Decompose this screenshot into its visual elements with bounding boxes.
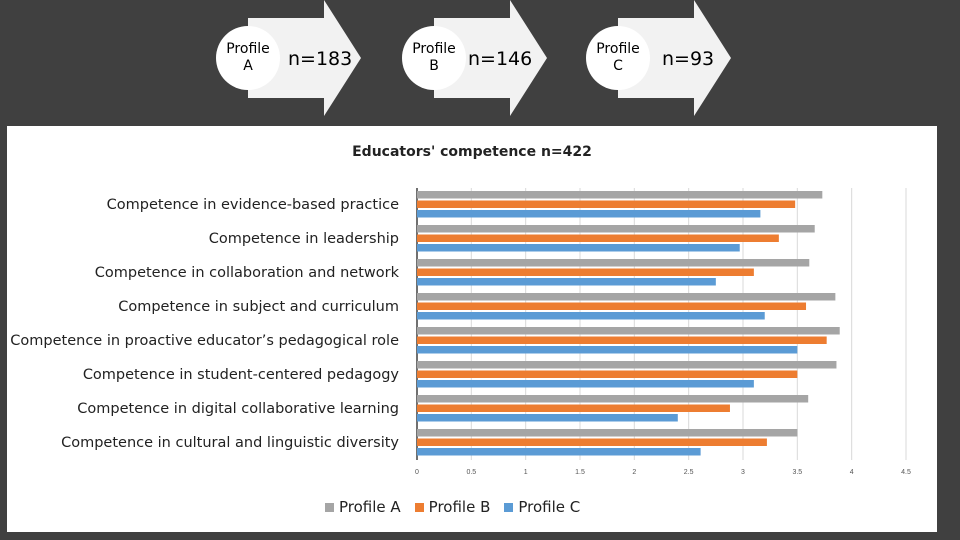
profile-a-badge: Profile A [216,26,280,90]
category-label: Competence in cultural and linguistic di… [61,435,399,451]
profile-c-arrow: Profile C n=93 [586,0,731,120]
legend-swatch-b [414,502,424,512]
x-tick-label: 0.5 [466,469,476,476]
x-tick-label: 2 [632,469,636,476]
chart-title: Educators' competence n=422 [352,144,592,160]
x-tick-label: 1 [524,469,528,476]
profile-b-count: n=146 [468,48,533,70]
profile-b-letter: B [429,58,439,74]
arrow-shape [434,0,547,116]
profile-c-label: Profile [596,41,640,57]
profile-c-letter: C [613,58,623,74]
legend-swatch-a [325,502,334,512]
profile-a-count: n=183 [288,48,353,70]
legend-item-c: Profile C [504,498,580,516]
bar-profile-b [417,438,767,446]
profile-a-arrow: Profile A n=183 [216,0,361,120]
arrow-shape [248,0,361,116]
category-label: Competence in student-centered pedagogy [83,367,400,383]
bar-profile-b [417,404,730,412]
x-tick-label: 3 [741,469,745,476]
bar-profile-a [417,191,823,199]
profile-b-badge: Profile B [402,26,466,90]
legend-item-a: Profile A [325,498,401,516]
bar-profile-a [417,259,810,267]
category-label: Competence in evidence-based practice [107,197,399,213]
profile-a-label: Profile [226,41,270,57]
x-tick-label: 4.5 [901,469,911,476]
bar-profile-a [417,327,840,335]
bar-profile-c [417,244,740,252]
x-tick-label: 0 [415,469,419,476]
x-tick-label: 4 [850,469,854,476]
bar-profile-a [417,293,836,301]
bar-profile-c [417,380,754,388]
bar-profile-a [417,395,809,403]
bar-profile-b [417,234,779,242]
arrow-shape [618,0,731,116]
x-tick-label: 2.5 [684,469,694,476]
legend-swatch-c [504,502,514,512]
bar-profile-b [417,200,796,208]
profile-b-label: Profile [412,41,456,57]
bar-profile-c [417,312,765,320]
profile-c-badge: Profile C [586,26,650,90]
category-label: Competence in leadership [209,231,399,247]
legend-item-b: Profile B [414,498,491,516]
bar-profile-a [417,361,837,369]
bar-profile-c [417,210,761,218]
bar-profile-a [417,429,798,437]
bar-profile-b [417,370,798,378]
bar-profile-c [417,448,701,456]
legend-label-c: Profile C [518,498,581,516]
category-label: Competence in subject and curriculum [118,299,399,315]
x-tick-label: 3.5 [792,469,802,476]
category-label: Competence in collaboration and network [95,265,400,281]
bar-profile-b [417,302,807,310]
bar-chart: 0 0.5 1 1.5 2 2.5 3 3.5 4 4.5 Competence in eviden… [10,188,911,476]
bar-profile-c [417,414,678,422]
x-tick-label: 1.5 [575,469,585,476]
legend-label-a: Profile A [339,498,401,516]
profile-a-letter: A [243,58,253,74]
chart-panel: 0 0.5 1 1.5 2 2.5 3 3.5 4 4.5 Competence in eviden… [7,126,937,532]
profile-b-arrow: Profile B n=146 [402,0,547,120]
bar-profile-b [417,268,754,276]
chart-legend: Profile A Profile B Profile C [325,498,580,516]
legend-label-b: Profile B [428,498,491,516]
bar-profile-a [417,225,815,233]
bar-profile-c [417,346,798,354]
profile-c-count: n=93 [662,48,715,70]
category-label: Competence in proactive educator’s pedag… [10,333,399,349]
bar-profile-c [417,278,716,286]
category-label: Competence in digital collaborative lear… [77,401,399,417]
bar-profile-b [417,336,827,344]
